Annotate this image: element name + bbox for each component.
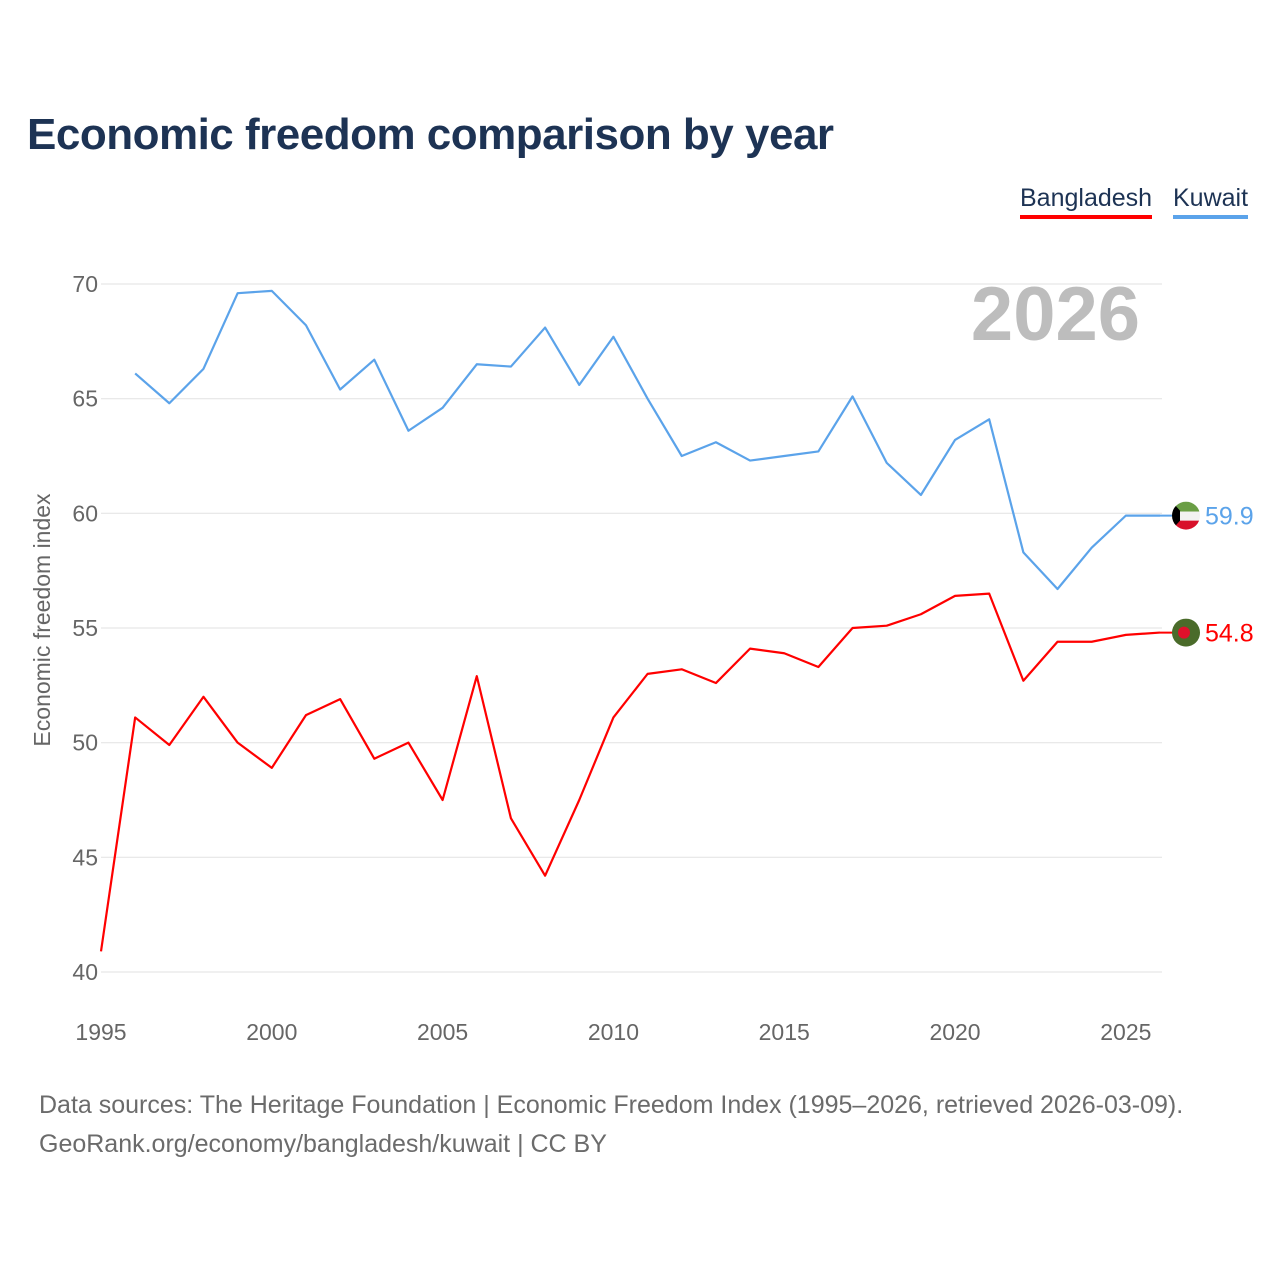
- data-point-kuwait[interactable]: [781, 453, 787, 459]
- data-point-kuwait[interactable]: [576, 382, 582, 388]
- x-tick-label: 2015: [759, 1019, 810, 1045]
- x-tick-label: 2025: [1100, 1019, 1151, 1045]
- data-point-kuwait[interactable]: [747, 458, 753, 464]
- current-year-label: 2026: [971, 272, 1140, 357]
- data-point-bangladesh[interactable]: [508, 815, 514, 821]
- data-point-bangladesh[interactable]: [986, 591, 992, 597]
- data-point-kuwait[interactable]: [815, 448, 821, 454]
- data-point-kuwait[interactable]: [166, 400, 172, 406]
- data-point-kuwait[interactable]: [1089, 545, 1095, 551]
- data-point-bangladesh[interactable]: [303, 712, 309, 718]
- data-point-bangladesh[interactable]: [440, 797, 446, 803]
- data-point-kuwait[interactable]: [610, 334, 616, 340]
- data-point-bangladesh[interactable]: [371, 756, 377, 762]
- data-point-kuwait[interactable]: [952, 437, 958, 443]
- data-point-kuwait[interactable]: [713, 439, 719, 445]
- data-point-bangladesh[interactable]: [781, 650, 787, 656]
- kuwait-flag-icon: [1172, 501, 1200, 530]
- data-point-bangladesh[interactable]: [645, 671, 651, 677]
- legend-kuwait[interactable]: Kuwait: [1173, 184, 1249, 219]
- data-point-kuwait[interactable]: [303, 322, 309, 328]
- data-point-bangladesh[interactable]: [132, 714, 138, 720]
- data-point-bangladesh[interactable]: [610, 714, 616, 720]
- series-line-kuwait: [134, 289, 1160, 591]
- data-point-bangladesh[interactable]: [166, 742, 172, 748]
- x-tick-label: 2020: [929, 1019, 980, 1045]
- y-tick-label: 55: [72, 615, 98, 641]
- footer: Data sources: The Heritage Foundation | …: [39, 1086, 1183, 1164]
- data-point-kuwait[interactable]: [371, 357, 377, 363]
- y-tick-label: 45: [72, 844, 98, 870]
- data-point-kuwait[interactable]: [986, 416, 992, 422]
- data-point-kuwait[interactable]: [850, 393, 856, 399]
- footer-sources: Data sources: The Heritage Foundation | …: [39, 1091, 1184, 1119]
- data-point-kuwait[interactable]: [542, 325, 548, 331]
- data-point-kuwait[interactable]: [884, 460, 890, 466]
- data-point-kuwait[interactable]: [1055, 586, 1061, 592]
- data-point-bangladesh[interactable]: [918, 611, 924, 617]
- y-axis-label: Economic freedom index: [29, 493, 55, 747]
- data-point-kuwait[interactable]: [679, 453, 685, 459]
- data-point-bangladesh[interactable]: [200, 694, 206, 700]
- x-tick-label: 1995: [75, 1019, 126, 1045]
- data-point-bangladesh[interactable]: [952, 593, 958, 599]
- data-point-kuwait[interactable]: [235, 290, 241, 296]
- y-tick-label: 50: [72, 730, 98, 756]
- data-point-bangladesh[interactable]: [337, 696, 343, 702]
- footer-attribution[interactable]: GeoRank.org/economy/bangladesh/kuwait | …: [39, 1130, 607, 1158]
- y-tick-label: 70: [72, 271, 98, 297]
- y-tick-label: 65: [72, 386, 98, 412]
- data-point-kuwait[interactable]: [440, 405, 446, 411]
- bangladesh-flag-icon: [1172, 618, 1200, 647]
- x-tick-label: 2000: [246, 1019, 297, 1045]
- data-point-bangladesh[interactable]: [747, 646, 753, 652]
- data-point-bangladesh[interactable]: [850, 625, 856, 631]
- data-point-bangladesh[interactable]: [1020, 678, 1026, 684]
- data-point-bangladesh[interactable]: [713, 680, 719, 686]
- y-tick-label: 60: [72, 500, 98, 526]
- end-value-label-kuwait: 59.9: [1205, 503, 1254, 531]
- data-point-kuwait[interactable]: [200, 366, 206, 372]
- data-point-bangladesh[interactable]: [679, 666, 685, 672]
- series-line-bangladesh: [99, 592, 1161, 952]
- data-point-bangladesh[interactable]: [1055, 639, 1061, 645]
- legend-bangladesh[interactable]: Bangladesh: [1020, 184, 1153, 219]
- data-point-bangladesh[interactable]: [1089, 639, 1095, 645]
- data-point-kuwait[interactable]: [918, 492, 924, 498]
- data-point-bangladesh[interactable]: [884, 623, 890, 629]
- data-point-kuwait[interactable]: [337, 386, 343, 392]
- data-point-bangladesh[interactable]: [815, 664, 821, 670]
- data-point-kuwait[interactable]: [474, 361, 480, 367]
- x-tick-label: 2005: [417, 1019, 468, 1045]
- data-point-bangladesh[interactable]: [405, 740, 411, 746]
- data-point-kuwait[interactable]: [269, 288, 275, 294]
- data-point-kuwait[interactable]: [1123, 513, 1129, 519]
- data-point-kuwait[interactable]: [132, 370, 138, 376]
- data-point-bangladesh[interactable]: [98, 948, 104, 954]
- data-point-bangladesh[interactable]: [576, 797, 582, 803]
- end-value-label-bangladesh: 54.8: [1205, 620, 1254, 648]
- data-point-bangladesh[interactable]: [235, 740, 241, 746]
- data-point-bangladesh[interactable]: [542, 873, 548, 879]
- data-point-kuwait[interactable]: [405, 428, 411, 434]
- x-tick-label: 2010: [588, 1019, 639, 1045]
- data-point-bangladesh[interactable]: [1123, 632, 1129, 638]
- data-point-kuwait[interactable]: [508, 364, 514, 370]
- data-point-bangladesh[interactable]: [269, 765, 275, 771]
- chart-title: Economic freedom comparison by year: [27, 110, 834, 159]
- data-point-bangladesh[interactable]: [474, 673, 480, 679]
- y-tick-label: 40: [72, 959, 98, 985]
- data-point-kuwait[interactable]: [1020, 549, 1026, 555]
- data-point-kuwait[interactable]: [645, 396, 651, 402]
